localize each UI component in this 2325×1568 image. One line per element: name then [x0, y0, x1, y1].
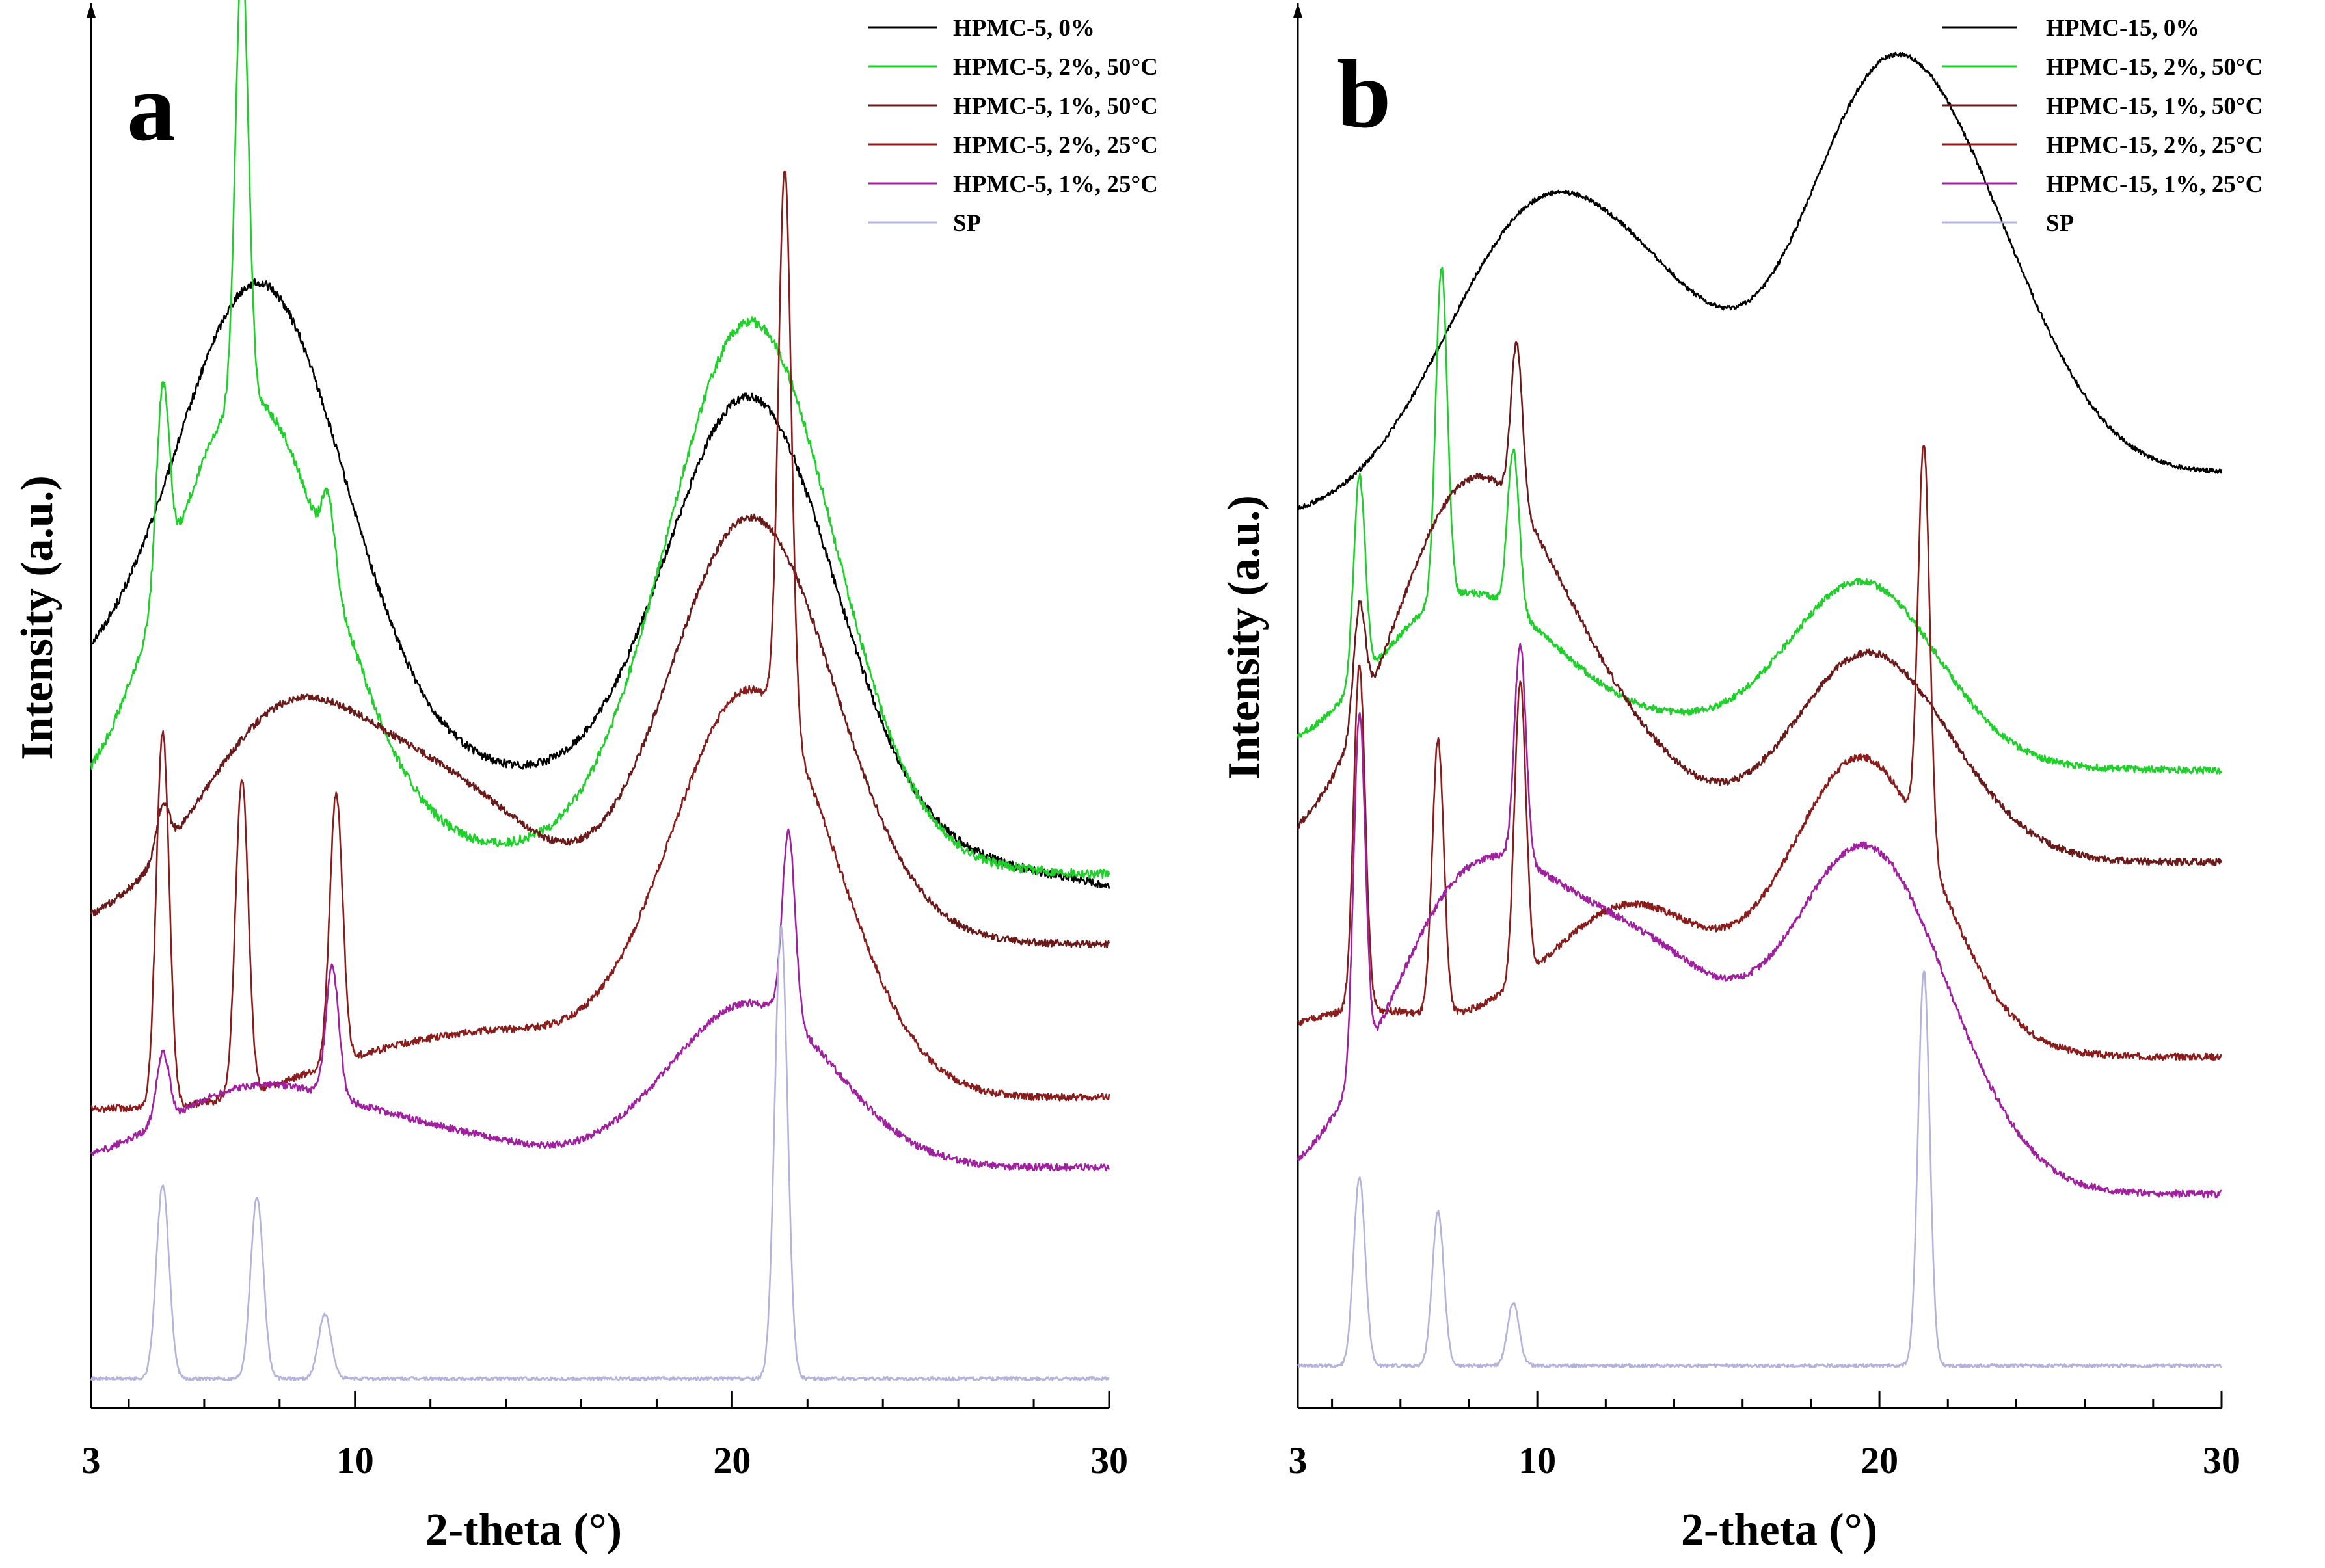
- legend-label: HPMC-5, 1%, 50°C: [953, 93, 1158, 120]
- y-axis-arrow: [1293, 3, 1302, 18]
- series-line: [90, 513, 1110, 949]
- legend-label: SP: [953, 210, 981, 237]
- series-line: [1297, 266, 2223, 775]
- x-tick-label: 30: [2203, 1439, 2240, 1482]
- series-line: [1297, 51, 2223, 511]
- series-line: [1297, 970, 2222, 1368]
- panel-a-y-axis-title: Intensity (a.u.): [12, 475, 62, 760]
- series-line: [1297, 444, 2222, 1061]
- legend-label: HPMC-5, 2%, 50°C: [953, 54, 1158, 81]
- series-line: [90, 925, 1110, 1381]
- x-tick-label: 10: [1518, 1439, 1556, 1482]
- legend-label: HPMC-5, 1%, 25°C: [953, 171, 1158, 198]
- legend-label: HPMC-5, 2%, 25°C: [953, 132, 1158, 159]
- panel-b-y-axis-title: Intensity (a.u.): [1219, 495, 1269, 780]
- x-tick-label: 10: [336, 1439, 374, 1482]
- panel-b-letter: b: [1337, 40, 1391, 148]
- legend-label: HPMC-15, 0%: [2046, 15, 2199, 42]
- panel-a-x-axis-title: 2-theta (°): [425, 1505, 622, 1555]
- x-tick-label: 3: [1289, 1439, 1308, 1482]
- panel-a: a Intensity (a.u.) 2-theta (°) 3 10 20 30 HP…: [12, 0, 1158, 1555]
- y-axis-arrow: [87, 3, 96, 18]
- series-line: [90, 0, 1110, 879]
- x-tick-label: 30: [1090, 1439, 1128, 1482]
- legend-label: HPMC-15, 1%, 50°C: [2046, 93, 2263, 120]
- panel-b: b Intensity (a.u.) 2-theta (°) 3 10 20 30 HP…: [1219, 3, 2263, 1555]
- series-line: [1297, 341, 2222, 866]
- x-tick-label: 20: [1861, 1439, 1898, 1482]
- legend-label: SP: [2046, 210, 2074, 237]
- legend-label: HPMC-5, 0%: [953, 15, 1095, 42]
- panel-b-x-axis-title: 2-theta (°): [1681, 1505, 1877, 1555]
- x-tick-label: 20: [713, 1439, 751, 1482]
- x-tick-label: 3: [82, 1439, 101, 1482]
- legend-label: HPMC-15, 2%, 25°C: [2046, 132, 2263, 159]
- legend-label: HPMC-15, 2%, 50°C: [2046, 54, 2263, 81]
- series-line: [1297, 643, 2222, 1199]
- panel-a-letter: a: [127, 53, 176, 161]
- series-line: [90, 828, 1110, 1172]
- series-line: [90, 278, 1110, 889]
- legend-label: HPMC-15, 1%, 25°C: [2046, 171, 2263, 198]
